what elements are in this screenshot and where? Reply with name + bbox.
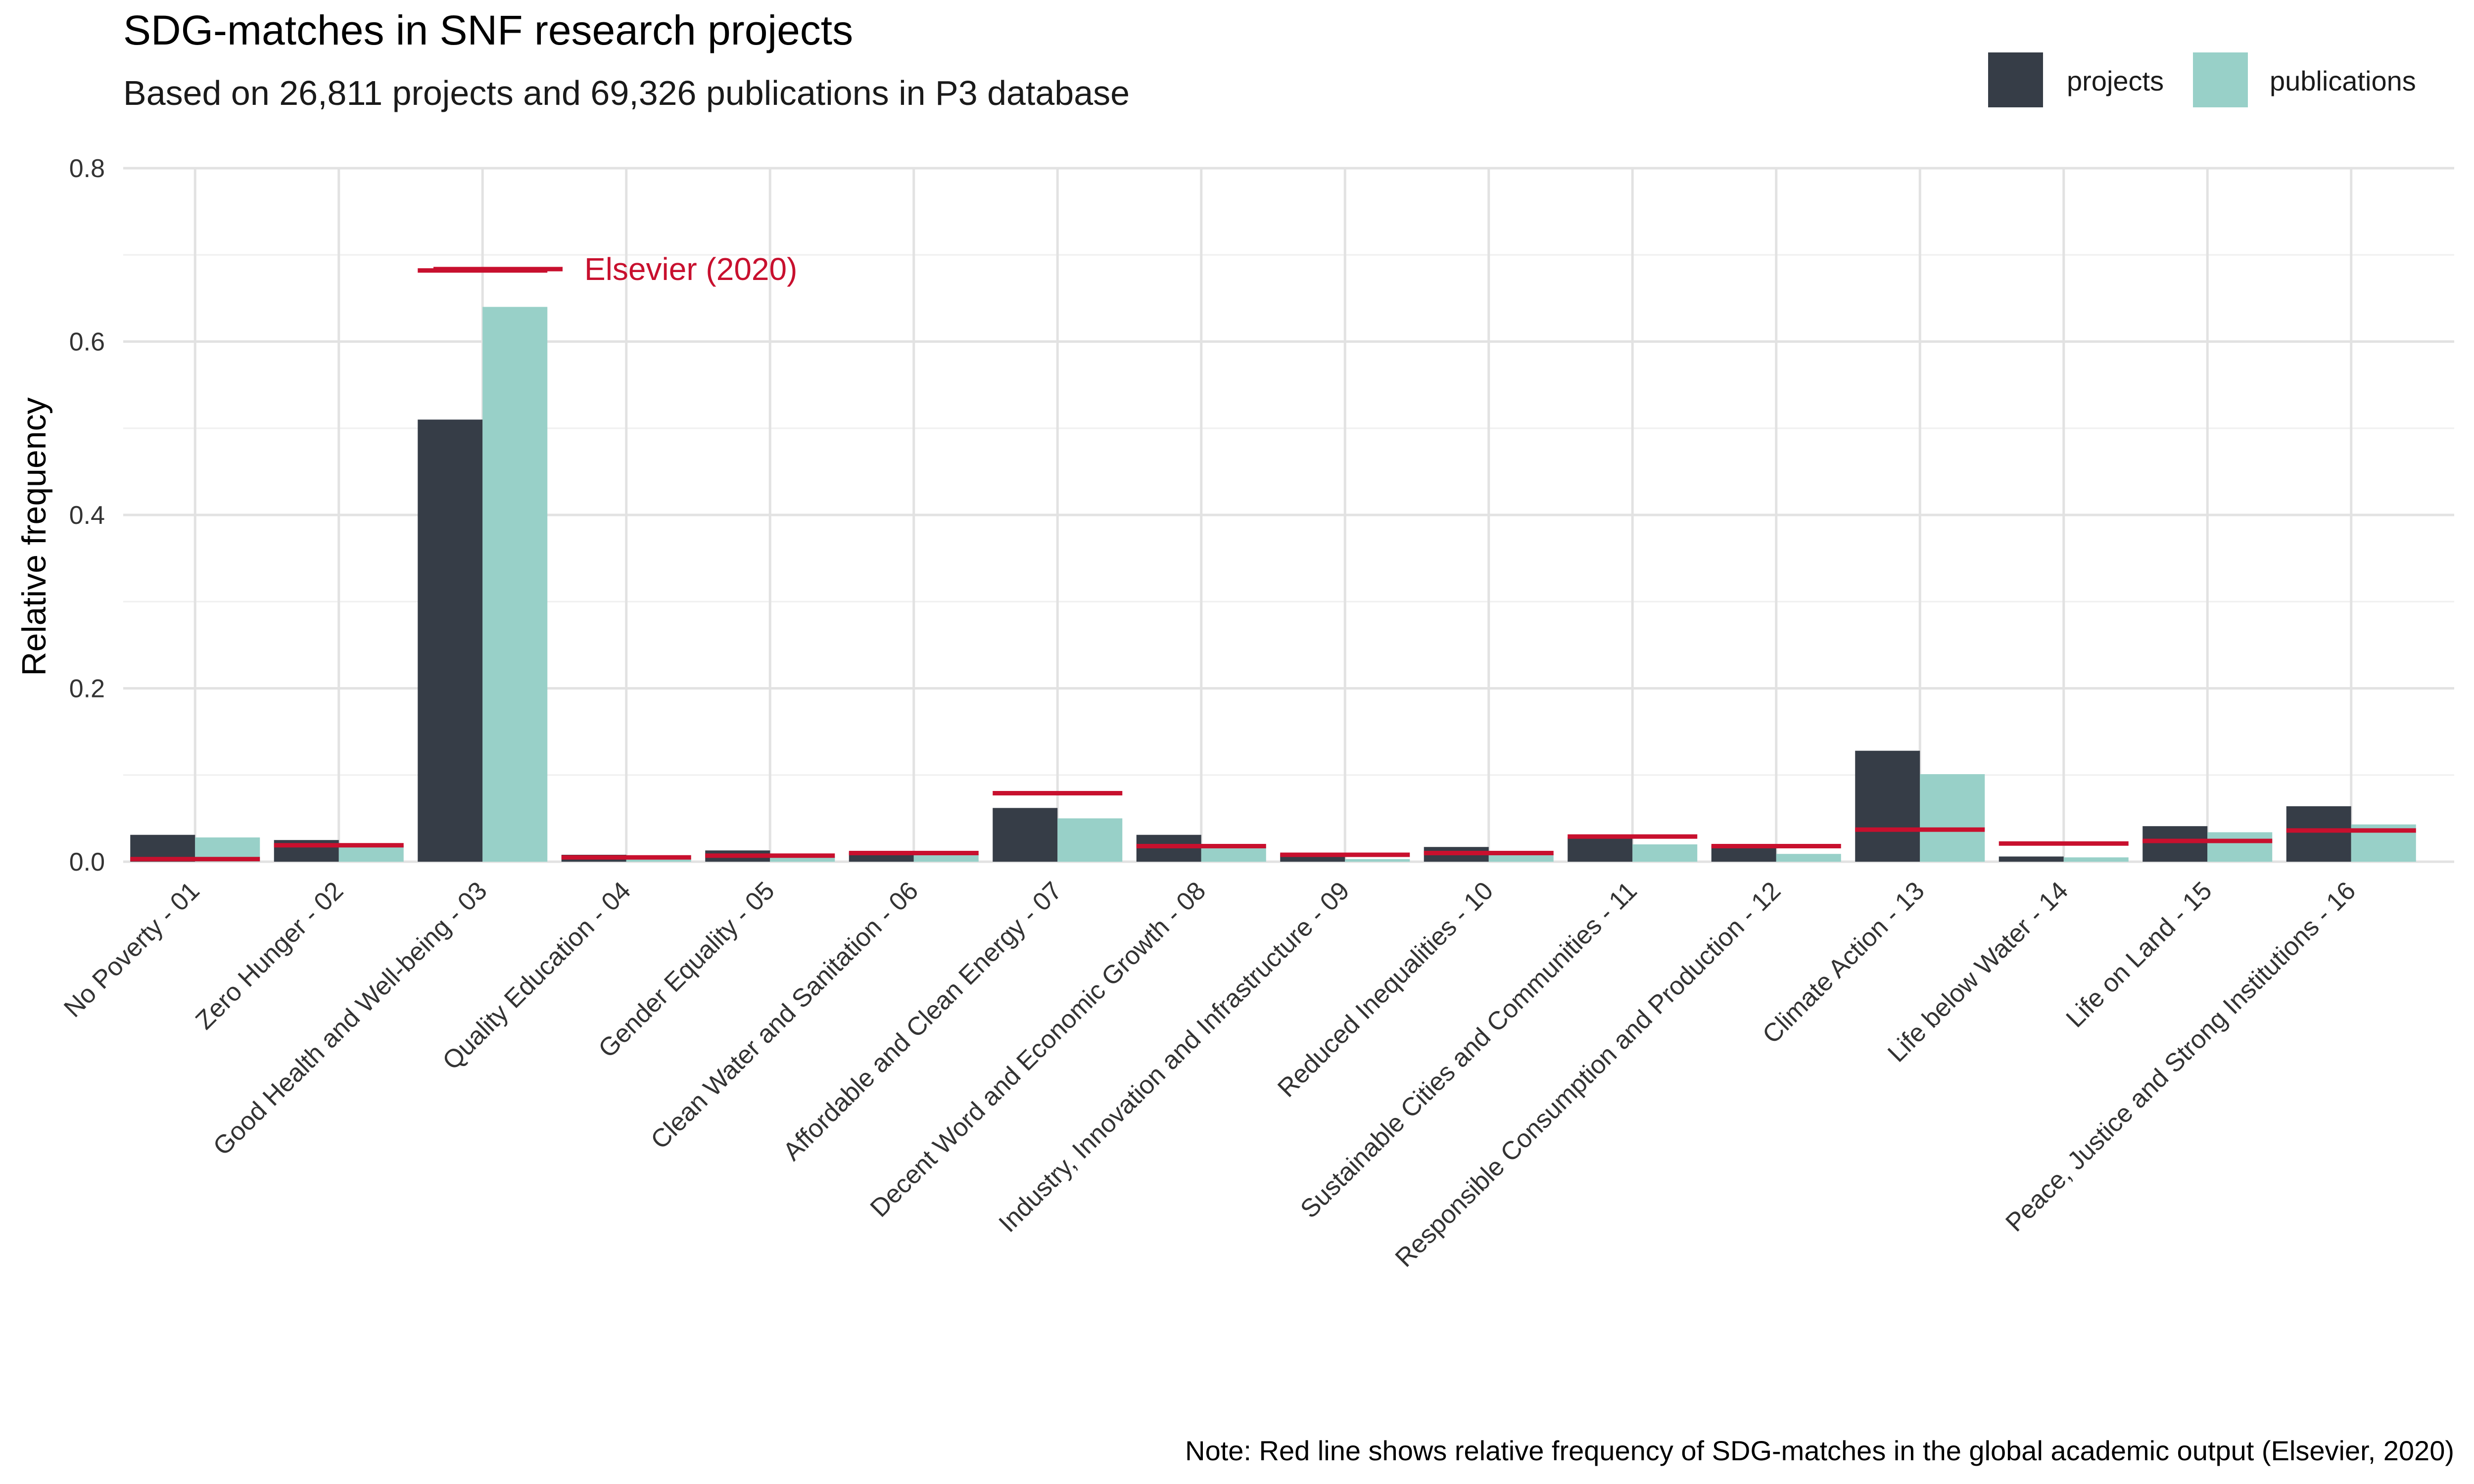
legend-label-projects: projects <box>2067 65 2164 96</box>
bar-projects <box>993 808 1058 862</box>
x-tick-label: Life on Land - 15 <box>2061 876 2218 1033</box>
bar-publications <box>1345 859 1410 862</box>
x-tick-label: Climate Action - 13 <box>1757 876 1930 1049</box>
y-tick-label: 0.0 <box>69 848 105 877</box>
y-tick-labels: 0.0 0.2 0.4 0.6 0.8 <box>69 154 105 877</box>
chart-subtitle: Based on 26,811 projects and 69,326 publ… <box>123 74 1130 112</box>
chart-title: SDG-matches in SNF research projects <box>123 7 853 53</box>
legend-swatch-projects <box>1988 52 2043 107</box>
x-tick-label: Zero Hunger - 02 <box>190 876 349 1035</box>
bar-projects <box>2142 826 2208 862</box>
bar-publications <box>1920 774 1985 862</box>
bar-projects <box>1998 856 2064 862</box>
x-tick-label: Sustainable Cities and Communities - 11 <box>1295 876 1643 1224</box>
legend-swatch-publications <box>2193 52 2248 107</box>
bar-projects <box>2286 806 2351 862</box>
x-tick-label: Clean Water and Sanitation - 06 <box>645 876 924 1155</box>
bar-publications <box>913 854 979 862</box>
bar-publications <box>1632 844 1698 862</box>
bars <box>130 307 2416 862</box>
legend-label-publications: publications <box>2270 65 2416 96</box>
y-tick-label: 0.6 <box>69 328 105 357</box>
chart-caption: Note: Red line shows relative frequency … <box>1185 1435 2454 1466</box>
bar-publications <box>1488 854 1554 862</box>
bar-publications <box>338 845 404 862</box>
bar-projects <box>418 419 483 862</box>
legend: projects publications <box>1988 52 2416 107</box>
bar-publications <box>626 858 691 862</box>
y-axis-title: Relative frequency <box>15 397 53 676</box>
x-tick-label: No Poverty - 01 <box>58 876 205 1022</box>
bar-publications <box>482 307 548 862</box>
annotation: Elsevier (2020) <box>433 251 797 287</box>
annotation-label: Elsevier (2020) <box>584 251 797 287</box>
y-tick-label: 0.2 <box>69 675 105 703</box>
bar-publications <box>2207 832 2273 862</box>
x-tick-label: Good Health and Well-being - 03 <box>208 876 493 1161</box>
x-tick-label: Affordable and Clean Energy - 07 <box>778 876 1068 1166</box>
x-tick-label: Decent Word and Economic Growth - 08 <box>865 876 1211 1222</box>
bar-projects <box>1855 750 1920 862</box>
bar-publications <box>1776 854 1841 862</box>
bar-projects <box>1568 837 1633 862</box>
y-tick-label: 0.4 <box>69 501 105 530</box>
y-tick-label: 0.8 <box>69 154 105 183</box>
bar-publications <box>1057 818 1123 862</box>
reference-lines <box>130 268 2416 862</box>
bar-publications <box>2063 857 2129 862</box>
